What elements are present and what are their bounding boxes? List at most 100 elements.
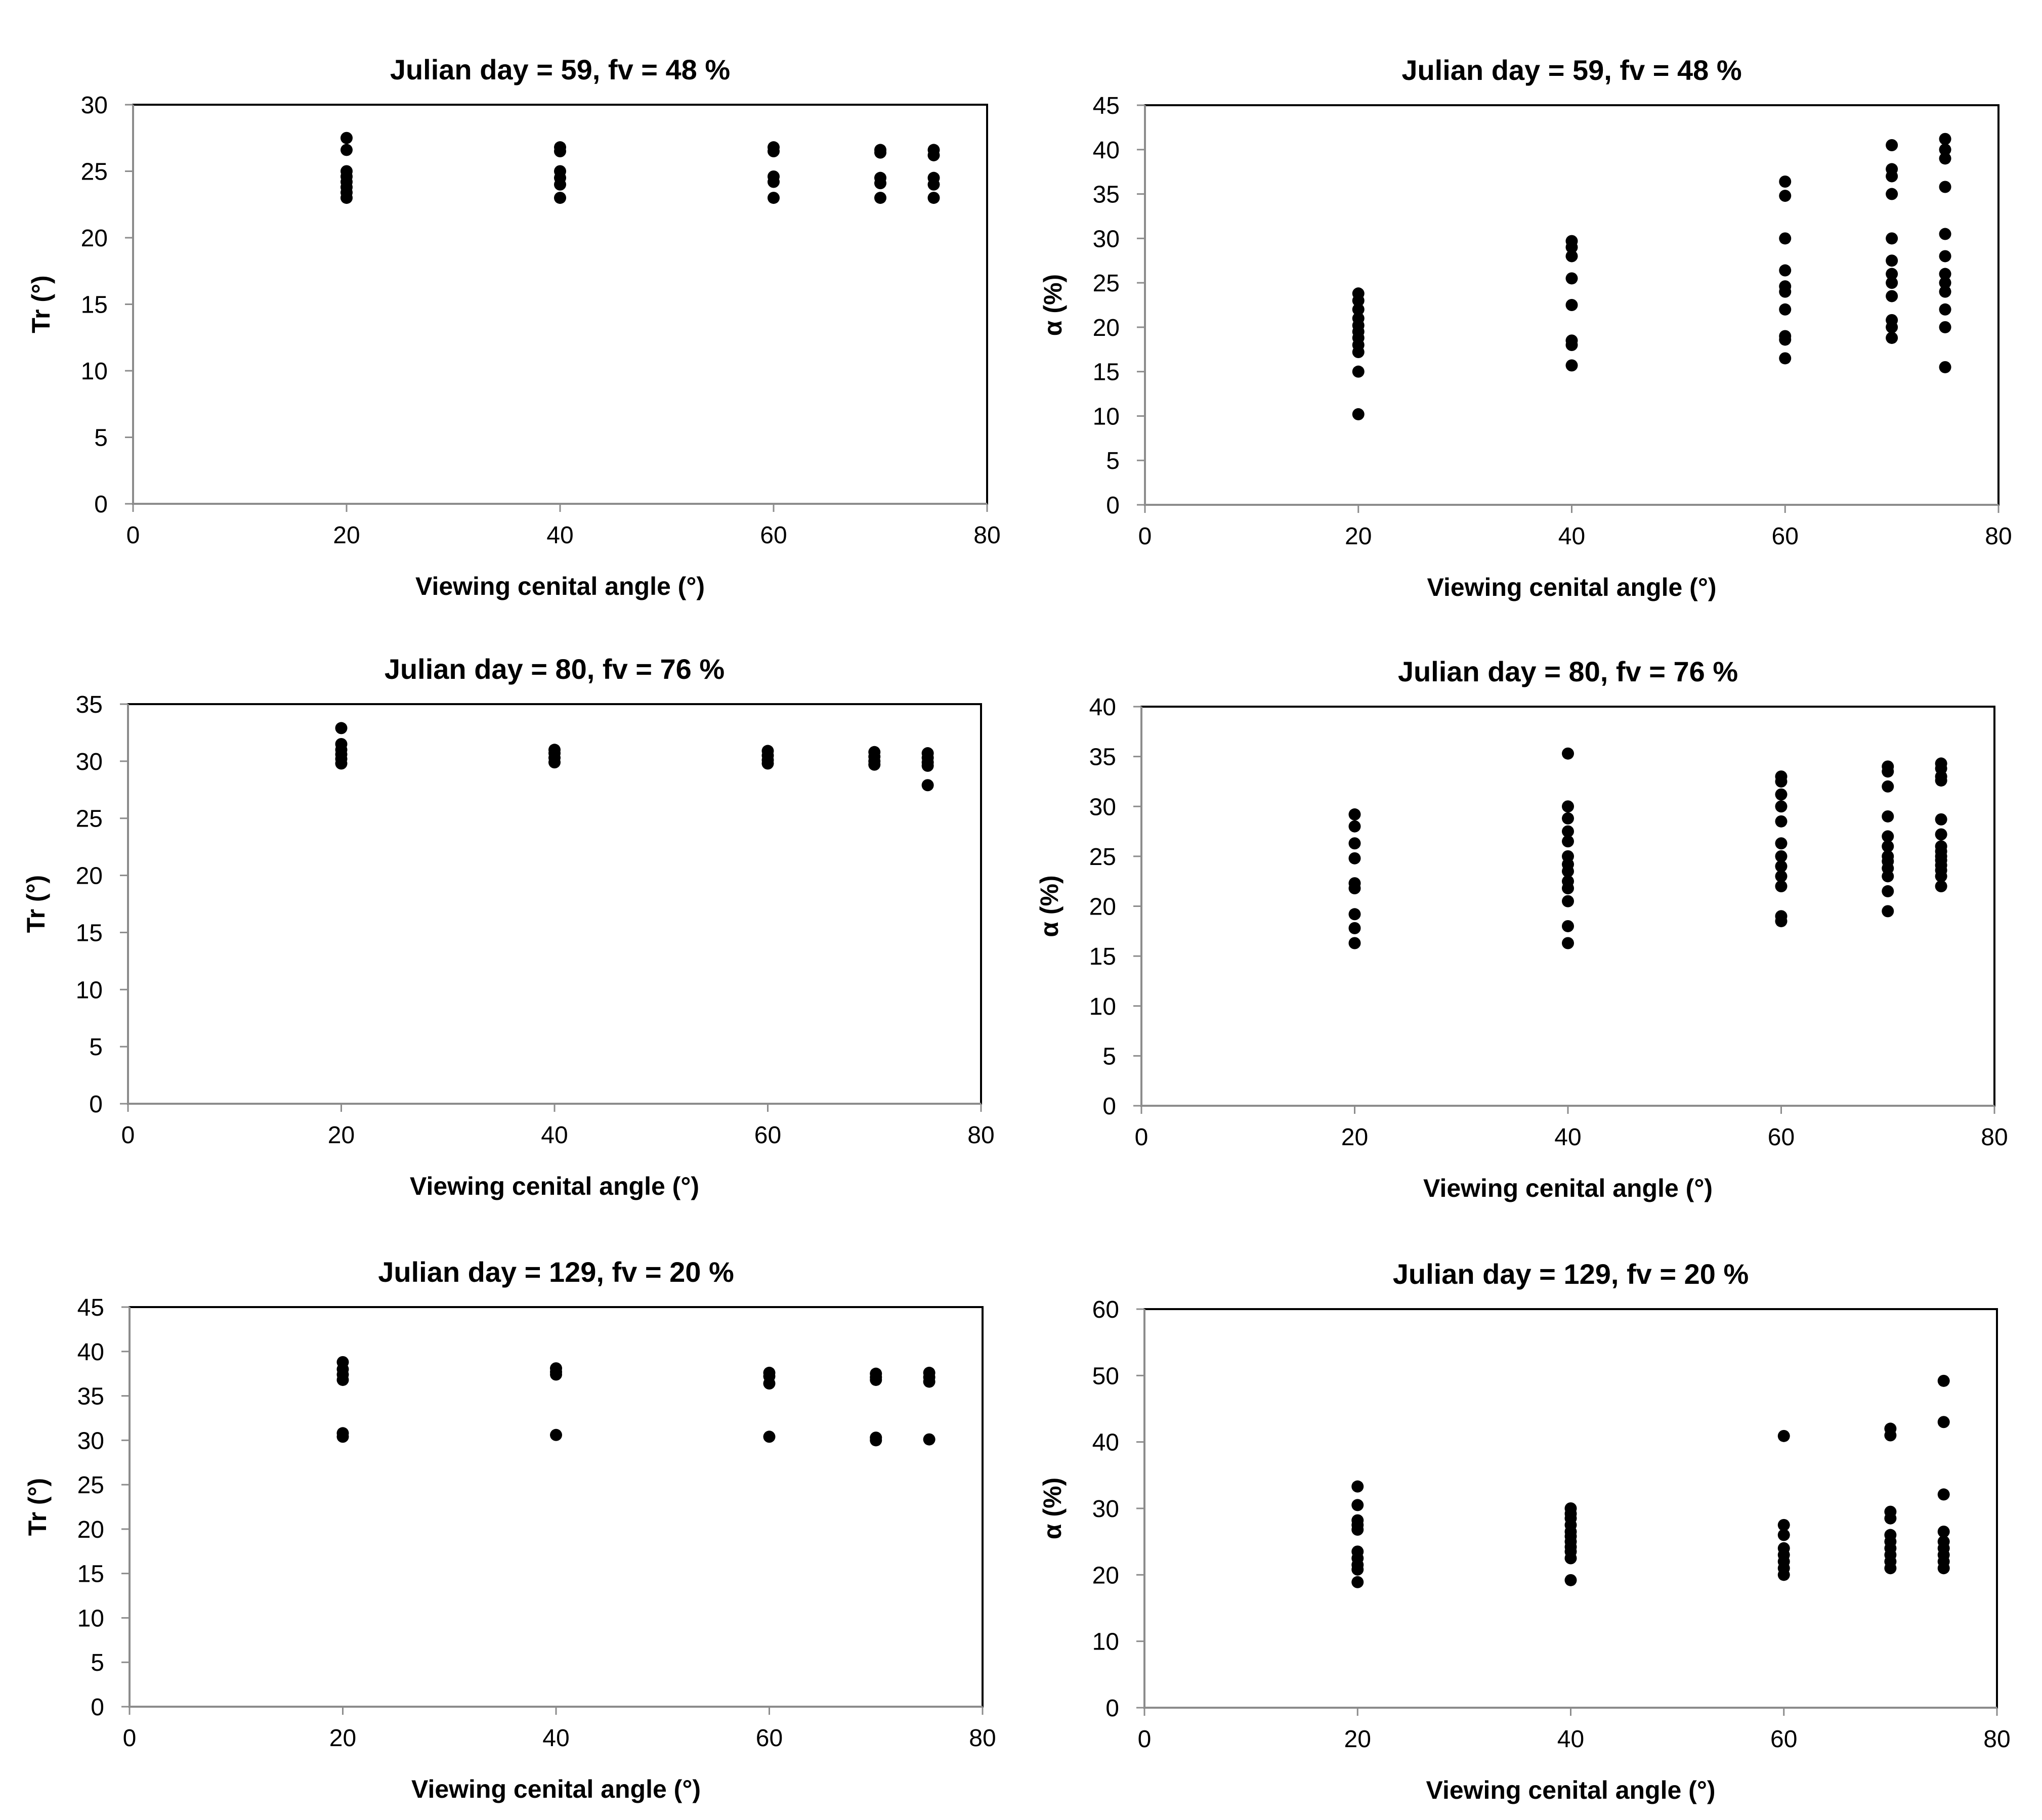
data-point: [1565, 359, 1578, 372]
x-axis-label: Viewing cenital angle (°): [1427, 573, 1717, 601]
x-tick-label: 0: [121, 1122, 135, 1149]
data-point: [1779, 232, 1792, 245]
chart-title: Julian day = 80, fv = 76 %: [385, 653, 725, 685]
y-axis-label: α (%): [1039, 274, 1067, 336]
data-point: [1565, 241, 1578, 253]
y-axis-label: α (%): [1038, 1478, 1067, 1539]
x-tick-label: 40: [1557, 1726, 1584, 1753]
x-tick-label: 0: [123, 1725, 137, 1752]
data-point: [1562, 865, 1574, 878]
y-tick-label: 40: [1089, 694, 1116, 721]
y-tick-label: 50: [1092, 1363, 1119, 1390]
x-tick-label: 20: [333, 522, 360, 549]
data-point: [1935, 813, 1947, 826]
y-tick-label: 5: [89, 1034, 103, 1061]
x-tick-label: 20: [328, 1122, 355, 1149]
chart-title: Julian day = 59, fv = 48 %: [1401, 54, 1741, 86]
data-point: [1777, 1529, 1790, 1541]
data-point: [554, 145, 566, 158]
y-tick-label: 0: [94, 491, 108, 518]
data-point: [548, 756, 561, 769]
x-tick-label: 40: [1558, 523, 1585, 550]
y-tick-label: 10: [1089, 993, 1116, 1020]
y-tick-label: 30: [81, 92, 108, 119]
y-tick-label: 15: [76, 920, 103, 946]
y-tick-label: 15: [77, 1561, 104, 1588]
chart-title: Julian day = 59, fv = 48 %: [390, 54, 730, 85]
data-point: [1886, 232, 1898, 245]
data-point: [1775, 850, 1788, 862]
x-tick-label: 40: [1554, 1124, 1581, 1151]
data-point: [1939, 268, 1951, 280]
y-tick-label: 35: [1093, 182, 1120, 208]
data-point: [1777, 1429, 1790, 1442]
data-point: [1779, 175, 1792, 188]
data-point: [1564, 1574, 1577, 1586]
data-point: [1939, 133, 1951, 145]
data-point: [1937, 1416, 1950, 1428]
data-point: [1886, 254, 1898, 267]
y-tick-label: 5: [1106, 448, 1120, 474]
data-point: [1565, 250, 1578, 263]
data-point: [1935, 870, 1947, 883]
data-point: [1352, 294, 1365, 307]
data-point: [923, 1375, 935, 1388]
data-point: [1562, 920, 1574, 932]
data-point: [1779, 333, 1792, 346]
data-point: [1352, 303, 1365, 316]
data-point: [1775, 775, 1788, 788]
data-point: [335, 757, 348, 770]
data-point: [1565, 272, 1578, 285]
data-point: [1562, 800, 1574, 813]
data-point: [870, 1373, 882, 1386]
data-point: [1935, 880, 1947, 893]
data-point: [1937, 1562, 1950, 1575]
y-tick-label: 10: [81, 358, 108, 385]
data-point: [1886, 290, 1898, 302]
data-point: [1882, 885, 1894, 897]
data-point: [554, 192, 566, 204]
data-point: [1939, 285, 1951, 298]
data-point: [1937, 1525, 1950, 1538]
data-point: [1779, 264, 1792, 277]
data-point: [768, 192, 780, 204]
data-point: [1886, 170, 1898, 183]
y-tick-label: 0: [1102, 1093, 1116, 1120]
y-tick-label: 5: [91, 1650, 104, 1676]
y-tick-label: 0: [1105, 1695, 1119, 1722]
y-tick-label: 5: [94, 425, 108, 452]
data-point: [1348, 882, 1361, 894]
data-point: [341, 144, 353, 156]
data-point: [1348, 837, 1361, 850]
y-tick-label: 0: [89, 1091, 103, 1118]
data-point: [768, 176, 780, 188]
data-point: [1939, 143, 1951, 156]
y-tick-label: 30: [77, 1427, 104, 1454]
data-point: [1562, 937, 1574, 949]
data-point: [1884, 1429, 1897, 1442]
x-axis-label: Viewing cenital angle (°): [1426, 1776, 1716, 1804]
data-point: [874, 192, 886, 204]
data-point: [1775, 837, 1788, 850]
data-point: [550, 1428, 562, 1441]
data-point: [1775, 880, 1788, 893]
chart-panel-6: Julian day = 129, fv = 20 % 0 20 40 60 80 0 10 2…: [1038, 1258, 2011, 1804]
data-point: [1562, 882, 1574, 894]
x-tick-label: 80: [969, 1725, 996, 1752]
data-point: [1351, 1480, 1364, 1493]
data-point: [1939, 250, 1951, 263]
y-tick-label: 30: [76, 749, 103, 775]
data-point: [868, 758, 881, 771]
data-point: [1351, 1524, 1364, 1536]
y-tick-label: 30: [1089, 794, 1116, 820]
data-point: [1939, 321, 1951, 333]
data-point: [1939, 181, 1951, 193]
y-tick-label: 10: [1092, 1629, 1119, 1656]
x-tick-label: 60: [756, 1725, 783, 1752]
y-tick-label: 25: [81, 159, 108, 186]
data-point: [923, 1433, 935, 1446]
y-tick-label: 45: [1093, 93, 1120, 119]
y-tick-label: 20: [1092, 1562, 1119, 1589]
chart-panel-2: Julian day = 59, fv = 48 % 0 20 40 60 80 0 5 10 1…: [1039, 54, 2012, 601]
